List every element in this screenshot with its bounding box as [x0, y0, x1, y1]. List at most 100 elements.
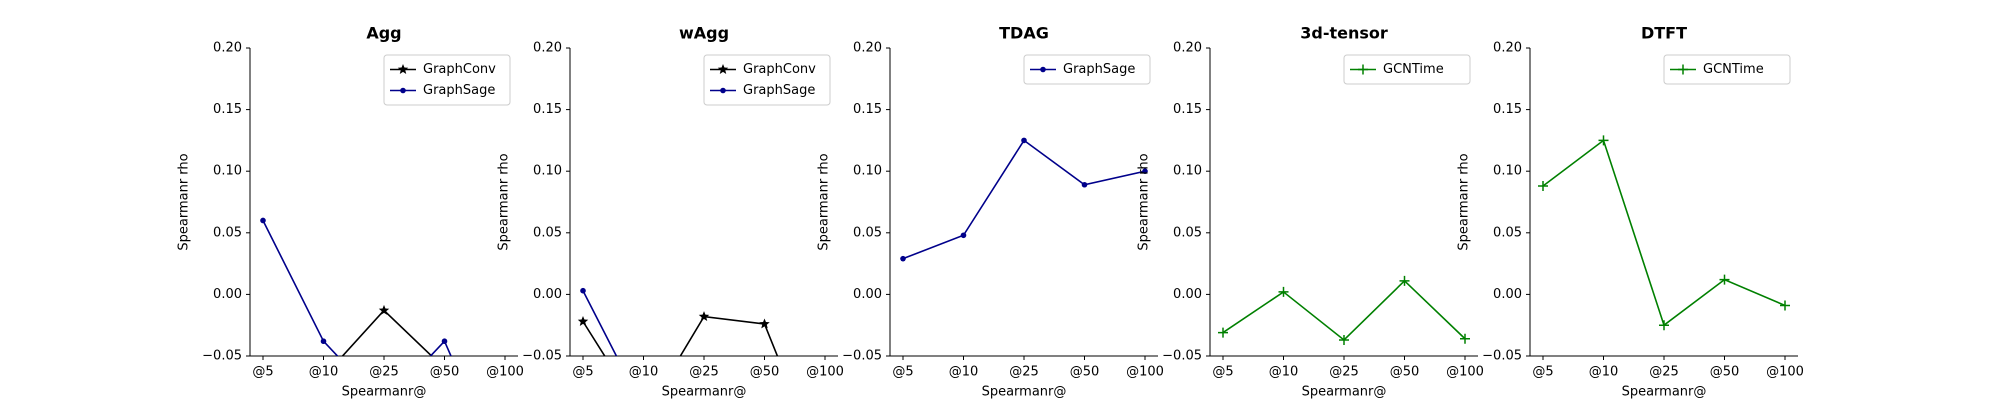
marker [759, 318, 770, 329]
y-tick-label: 0.20 [1173, 41, 1202, 56]
x-tick-label: @50 [1710, 365, 1740, 380]
marker [320, 338, 327, 345]
x-tick-label: @50 [1070, 365, 1100, 380]
x-tick-label: @100 [1126, 365, 1164, 380]
marker [577, 316, 589, 326]
legend: GCNTime [1663, 54, 1791, 85]
legend-box [1023, 54, 1151, 85]
subplot-title: TDAG [999, 24, 1049, 43]
y-tick-label: 0.05 [213, 225, 242, 240]
marker [1399, 275, 1410, 286]
y-tick-label: 0.00 [853, 287, 882, 302]
y-tick-label: 0.00 [213, 287, 242, 302]
series-line [1222, 279, 1466, 342]
marker [900, 255, 906, 262]
legend: GCNTime [1343, 54, 1471, 85]
marker [1598, 135, 1609, 146]
y-tick-label: 0.10 [853, 164, 882, 179]
marker [1659, 320, 1669, 331]
legend-label: GraphSage [423, 83, 495, 98]
x-tick-label: @10 [1589, 365, 1619, 380]
x-tick-label: @25 [1009, 365, 1039, 380]
marker [1538, 180, 1548, 191]
y-tick-label: 0.10 [1493, 164, 1522, 179]
x-tick-label: @100 [1446, 365, 1484, 380]
y-tick-label: 0.15 [853, 102, 882, 117]
series-line [262, 220, 452, 356]
y-tick-label: 0.20 [853, 41, 882, 56]
x-tick-label: @100 [486, 365, 524, 380]
y-tick-label: 0.00 [1173, 287, 1202, 302]
subplot-title: DTFT [1641, 24, 1687, 43]
x-tick-label: @50 [1390, 365, 1420, 380]
x-tick-label: @10 [1269, 365, 1299, 380]
marker [400, 87, 406, 94]
x-tick-label: @100 [1766, 365, 1804, 380]
y-tick-label: 0.05 [533, 225, 562, 240]
y-axis-label: Spearmanr rho [497, 153, 512, 250]
y-tick-label: 0.15 [533, 102, 562, 117]
legend: GraphConv GraphSage [703, 54, 831, 106]
legend-box [383, 54, 511, 106]
marker [1142, 168, 1148, 174]
x-tick-label: @5 [572, 365, 593, 380]
y-tick-label: 0.00 [533, 287, 562, 302]
y-tick-label: 0.05 [853, 225, 882, 240]
plot-area [1218, 275, 1470, 345]
plot-area [900, 137, 1148, 262]
x-axis-label: Spearmanr@ [982, 385, 1067, 400]
legend-box [1663, 54, 1791, 85]
x-axis-label: Spearmanr@ [1622, 385, 1707, 400]
marker [1780, 300, 1790, 311]
plot-area [258, 217, 452, 397]
marker [258, 387, 268, 397]
x-tick-label: @25 [1329, 365, 1359, 380]
marker [1021, 137, 1027, 144]
subplot: Agg Spearmanr@ Spearmanr rho −0.05 0.00 0.05 0… [177, 24, 524, 400]
subplot: DTFT Spearmanr@ Spearmanr rho −0.05 0.00 0.05… [1457, 24, 1804, 400]
x-tick-label: @25 [1649, 365, 1679, 380]
marker [378, 304, 390, 315]
marker [397, 64, 409, 74]
y-tick-label: 0.05 [1173, 225, 1202, 240]
legend-label: GCNTime [1703, 62, 1764, 77]
y-tick-label: 0.15 [1493, 102, 1522, 117]
marker [717, 64, 729, 74]
y-tick-label: −0.05 [1482, 349, 1522, 364]
subplot: TDAG Spearmanr@ Spearmanr rho −0.05 0.00 0.05… [817, 24, 1164, 400]
x-tick-label: @25 [689, 365, 719, 380]
x-tick-label: @10 [309, 365, 339, 380]
y-tick-label: 0.00 [1493, 287, 1522, 302]
x-tick-label: @10 [949, 365, 979, 380]
x-tick-label: @5 [252, 365, 273, 380]
legend-label: GraphConv [423, 62, 496, 77]
marker [1719, 274, 1730, 285]
marker [1358, 64, 1368, 75]
x-tick-label: @100 [806, 365, 844, 380]
x-axis-label: Spearmanr@ [1302, 385, 1387, 400]
subplot-title: Agg [366, 24, 401, 43]
y-tick-label: −0.05 [842, 349, 882, 364]
y-tick-label: 0.20 [213, 41, 242, 56]
legend: GraphConv GraphSage [383, 54, 511, 106]
x-axis-label: Spearmanr@ [662, 385, 747, 400]
y-tick-label: 0.10 [213, 164, 242, 179]
x-tick-label: @25 [369, 365, 399, 380]
subplot: 3d-tensor Spearmanr@ Spearmanr rho −0.05 0.0… [1137, 24, 1484, 400]
y-tick-label: −0.05 [202, 349, 242, 364]
y-tick-label: 0.10 [533, 164, 562, 179]
subplot: wAgg Spearmanr@ Spearmanr rho −0.05 0.00 0.05… [497, 24, 844, 400]
y-tick-label: 0.20 [1493, 41, 1522, 56]
y-tick-label: 0.05 [1493, 225, 1522, 240]
series-line [902, 139, 1146, 260]
legend-box [703, 54, 831, 106]
y-tick-label: 0.10 [1173, 164, 1202, 179]
legend: GraphSage [1023, 54, 1151, 85]
plot-area [1538, 135, 1790, 331]
y-axis-label: Spearmanr rho [817, 153, 832, 250]
y-tick-label: −0.05 [522, 349, 562, 364]
series-line [1542, 139, 1786, 327]
y-axis-label: Spearmanr rho [1457, 153, 1472, 250]
marker [260, 217, 266, 224]
